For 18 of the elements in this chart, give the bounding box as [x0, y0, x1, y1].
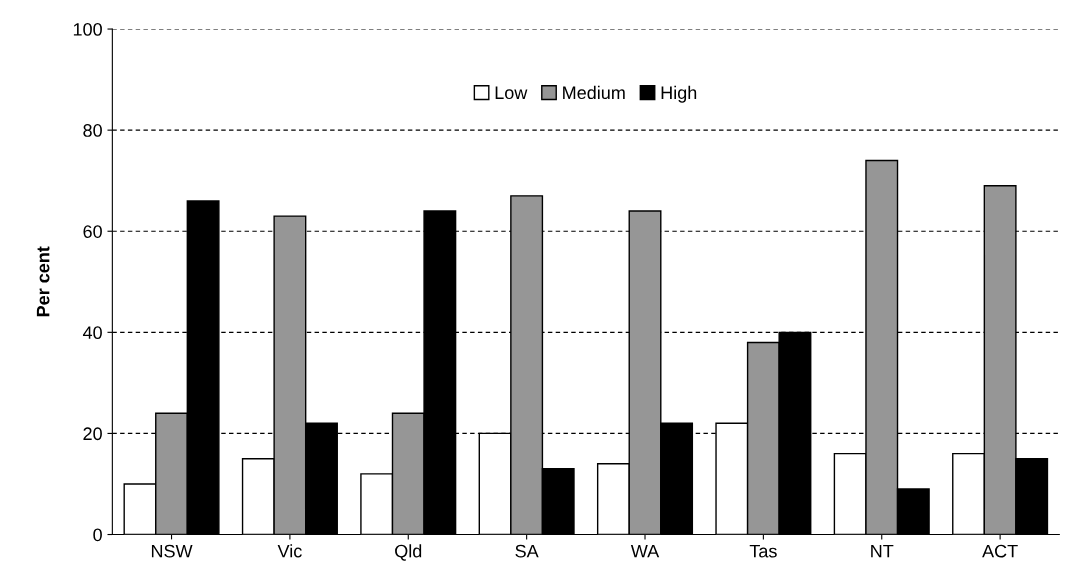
y-tick-label: 80	[83, 124, 102, 137]
y-tick-label: 20	[83, 427, 102, 441]
x-tick-label: NT	[871, 544, 894, 558]
legend-label: Medium	[563, 85, 625, 100]
x-tick-label: Tas	[749, 544, 777, 558]
x-tick-label: SA	[515, 544, 539, 558]
y-tick-label: 40	[82, 326, 102, 340]
legend-label: Low	[495, 86, 528, 100]
x-tick-label: WA	[630, 544, 660, 558]
x-tick-label: NSW	[151, 544, 193, 558]
x-tick-label: ACT	[982, 544, 1018, 558]
x-tick-label: Vic	[277, 544, 302, 558]
legend-label: High	[661, 85, 697, 103]
y-axis-title: Per cent	[36, 246, 50, 317]
x-tick-label: Qld	[395, 544, 422, 561]
y-tick-label: 0	[93, 528, 102, 542]
y-tick-label: 100	[73, 22, 102, 36]
y-tick-label: 60	[83, 225, 102, 238]
